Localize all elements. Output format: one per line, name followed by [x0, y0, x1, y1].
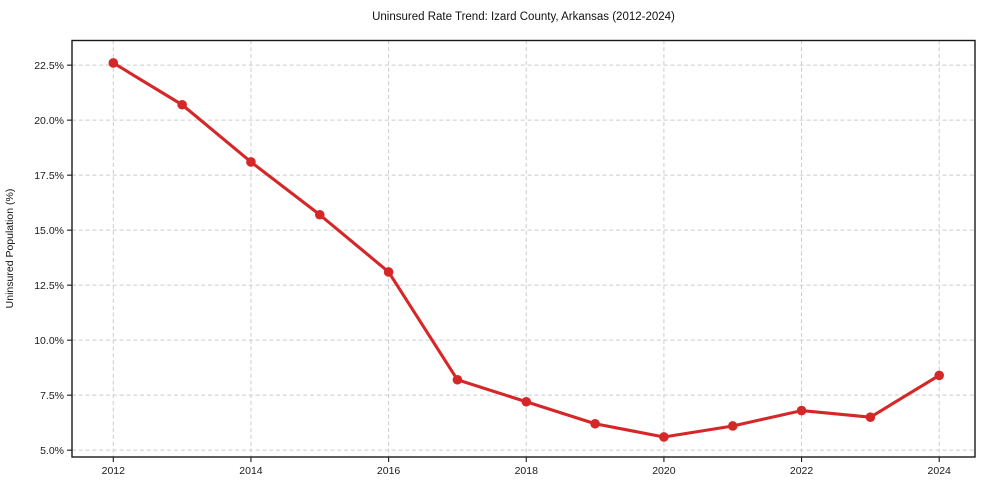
x-tick-label: 2020	[652, 465, 676, 477]
y-tick-label: 12.5%	[34, 280, 64, 292]
y-tick-label: 5.0%	[40, 445, 64, 457]
data-point-marker	[934, 370, 945, 381]
axis-tick-labels: 5.0% 7.5% 10.0% 12.5% 15.0% 17.5% 20.0% 22.5% 20…	[34, 60, 951, 477]
y-tick-label: 20.0%	[34, 115, 64, 127]
y-axis-label: Uninsured Population (%)	[4, 189, 16, 309]
y-tick-label: 17.5%	[34, 170, 64, 182]
axis-ticks	[67, 64, 940, 462]
x-tick-label: 2024	[928, 465, 952, 477]
x-tick-label: 2022	[790, 465, 814, 477]
chart-title: Uninsured Rate Trend: Izard County, Arka…	[372, 11, 675, 23]
y-tick-label: 22.5%	[34, 60, 64, 72]
x-tick-label: 2018	[515, 465, 539, 477]
data-point-marker	[796, 405, 807, 416]
data-point-marker	[108, 58, 119, 68]
x-tick-label: 2012	[102, 465, 126, 477]
data-point-marker	[865, 412, 876, 422]
y-tick-label: 15.0%	[34, 225, 64, 237]
plot-border	[71, 39, 976, 458]
y-tick-label: 7.5%	[40, 390, 64, 402]
data-point-marker	[590, 418, 600, 429]
x-tick-label: 2016	[377, 465, 401, 477]
data-point-marker	[521, 396, 532, 407]
data-point-marker	[383, 267, 394, 277]
data-series	[108, 58, 945, 442]
data-point-marker	[314, 209, 325, 220]
data-point-marker	[727, 421, 738, 431]
data-point-marker	[452, 374, 463, 385]
data-point-marker	[177, 99, 187, 110]
gridlines	[72, 40, 975, 457]
y-tick-label: 10.0%	[34, 335, 64, 347]
x-tick-label: 2014	[239, 465, 263, 477]
data-point-marker	[246, 157, 256, 167]
data-point-marker	[659, 432, 669, 442]
